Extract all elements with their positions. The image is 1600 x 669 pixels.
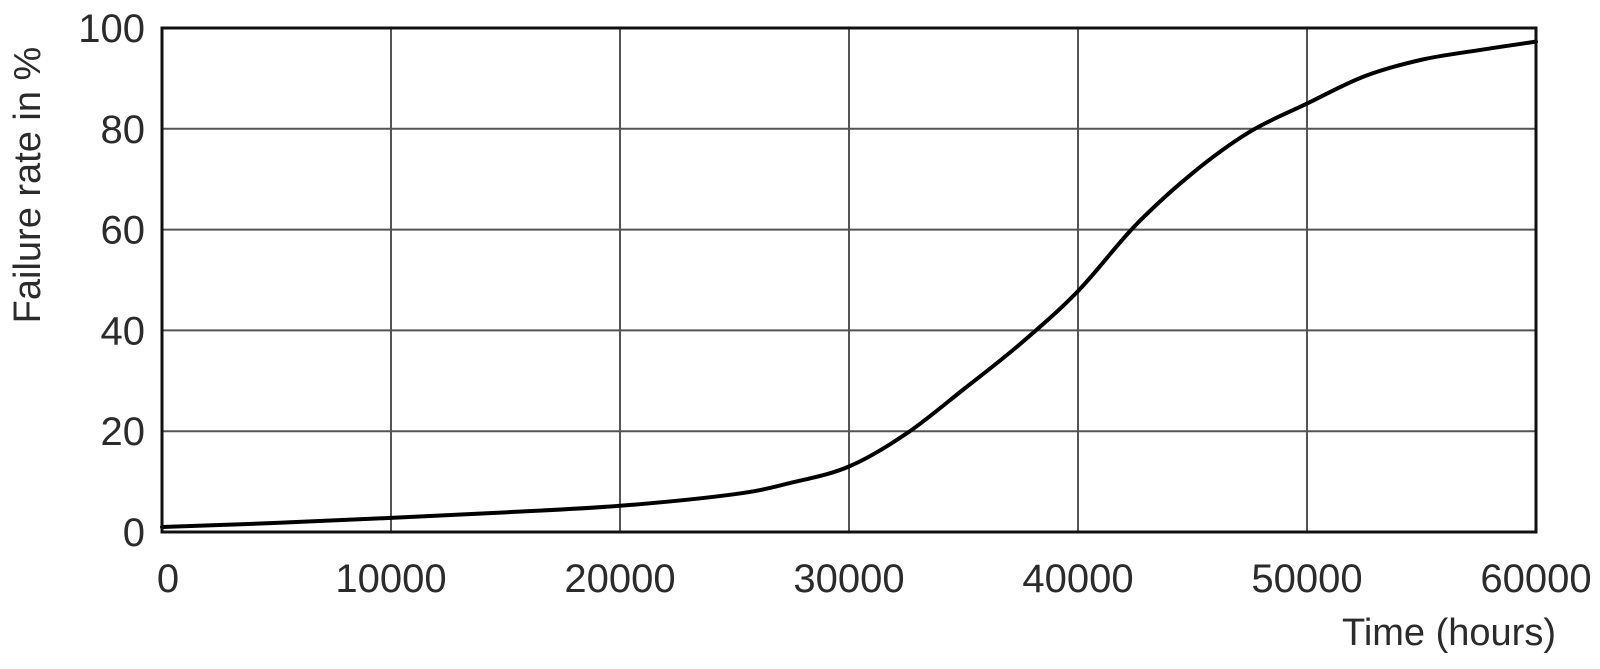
y-axis-title: Failure rate in % bbox=[7, 47, 49, 324]
y-tick-label: 60 bbox=[101, 209, 146, 253]
x-tick-label: 20000 bbox=[564, 557, 675, 601]
x-tick-label: 50000 bbox=[1251, 557, 1362, 601]
x-tick-label: 60000 bbox=[1480, 557, 1591, 601]
y-tick-label: 80 bbox=[101, 108, 146, 152]
y-tick-label: 100 bbox=[78, 7, 145, 51]
y-tick-label: 0 bbox=[123, 511, 145, 555]
x-tick-labels: 0 10000 20000 30000 40000 50000 60000 bbox=[157, 557, 1592, 601]
x-tick-label: 0 bbox=[157, 557, 179, 601]
y-tick-labels: 0 20 40 60 80 100 bbox=[78, 7, 145, 555]
x-tick-label: 30000 bbox=[793, 557, 904, 601]
y-tick-label: 40 bbox=[101, 309, 146, 353]
x-tick-label: 10000 bbox=[335, 557, 446, 601]
y-tick-label: 20 bbox=[101, 410, 146, 454]
plot-frame bbox=[160, 26, 1538, 534]
x-tick-label: 40000 bbox=[1022, 557, 1133, 601]
grid-lines bbox=[162, 28, 1536, 532]
series-layer bbox=[160, 39, 1538, 529]
x-axis-title: Time (hours) bbox=[1342, 612, 1556, 654]
failure-curve-line bbox=[160, 39, 1538, 529]
